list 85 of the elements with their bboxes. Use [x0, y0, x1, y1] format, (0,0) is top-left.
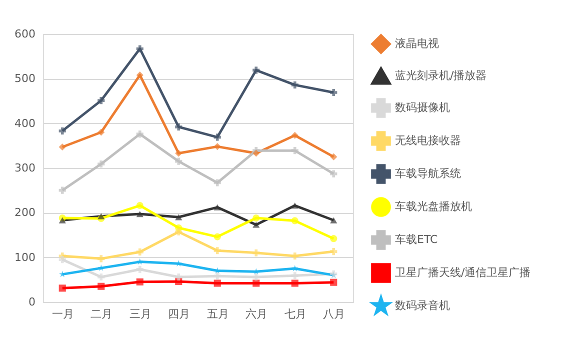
point [98, 273, 105, 281]
point [330, 170, 338, 178]
point [58, 256, 66, 264]
point [136, 130, 144, 138]
point [58, 186, 66, 194]
y-tick-label: 100 [14, 250, 36, 264]
point [330, 278, 338, 286]
x-tick-label: 七月 [284, 308, 306, 320]
x-tick-label: 八月 [323, 308, 346, 320]
point [252, 280, 260, 287]
point [175, 123, 182, 130]
point [98, 97, 105, 104]
point [214, 179, 221, 186]
point [136, 258, 144, 265]
y-tick-label: 200 [14, 206, 36, 220]
point [98, 282, 105, 290]
legend-label: 车载导航系统 [395, 167, 461, 180]
point [58, 143, 66, 151]
point [136, 266, 144, 273]
point [291, 252, 298, 260]
point [330, 235, 338, 242]
point [214, 143, 221, 150]
point [98, 128, 105, 136]
y-tick-label: 0 [28, 296, 36, 308]
point [291, 132, 298, 139]
point [98, 264, 104, 271]
point [98, 213, 105, 220]
point [291, 147, 298, 154]
x-tick-label: 三月 [129, 308, 152, 320]
point [252, 222, 260, 228]
point [136, 248, 144, 256]
y-tick-label: 500 [14, 72, 36, 86]
point [58, 284, 66, 292]
point [252, 273, 260, 281]
point [175, 150, 182, 157]
point [136, 72, 144, 79]
point [330, 88, 338, 96]
point [214, 233, 221, 240]
legend-label: 卫星广播天线/通信卫星广播 [395, 266, 531, 279]
legend-label: 蓝光刻录机/播放器 [395, 69, 487, 82]
point [292, 264, 298, 272]
point [175, 273, 182, 281]
point [291, 272, 298, 280]
point [214, 134, 221, 141]
point [291, 217, 298, 224]
point [330, 248, 338, 256]
legend-label: 车载ETC [395, 233, 438, 246]
point [252, 66, 260, 74]
point [136, 278, 144, 286]
point [291, 81, 298, 88]
legend-label: 数码摄像机 [395, 101, 450, 114]
legend-label: 数码录音机 [395, 299, 450, 312]
point [330, 153, 338, 160]
y-tick-label: 400 [14, 116, 36, 130]
point [214, 272, 221, 280]
point [214, 204, 221, 210]
x-tick-label: 五月 [206, 308, 229, 320]
point [214, 247, 221, 254]
point [136, 202, 144, 210]
point [175, 228, 182, 236]
x-tick-label: 四月 [168, 308, 190, 320]
point [136, 210, 144, 218]
point [214, 280, 221, 287]
point [252, 249, 260, 256]
point [98, 255, 105, 262]
point [98, 160, 105, 168]
point [214, 267, 221, 274]
legend-label: 液晶电视 [395, 37, 439, 50]
y-tick-label: 300 [14, 162, 36, 174]
x-tick-label: 一月 [52, 308, 74, 320]
point [58, 217, 66, 224]
point [330, 217, 338, 224]
y-tick-label: 600 [14, 28, 36, 40]
point [58, 127, 66, 134]
point [252, 150, 260, 157]
x-tick-label: 六月 [246, 308, 268, 320]
point [175, 214, 182, 220]
legend-label: 无线电接收器 [395, 134, 461, 147]
point [291, 280, 298, 287]
legend-label: 车载光盘播放机 [395, 200, 472, 213]
point [136, 45, 144, 52]
point [291, 202, 298, 209]
x-tick-label: 二月 [90, 308, 113, 320]
point [175, 158, 182, 165]
point [252, 214, 260, 222]
